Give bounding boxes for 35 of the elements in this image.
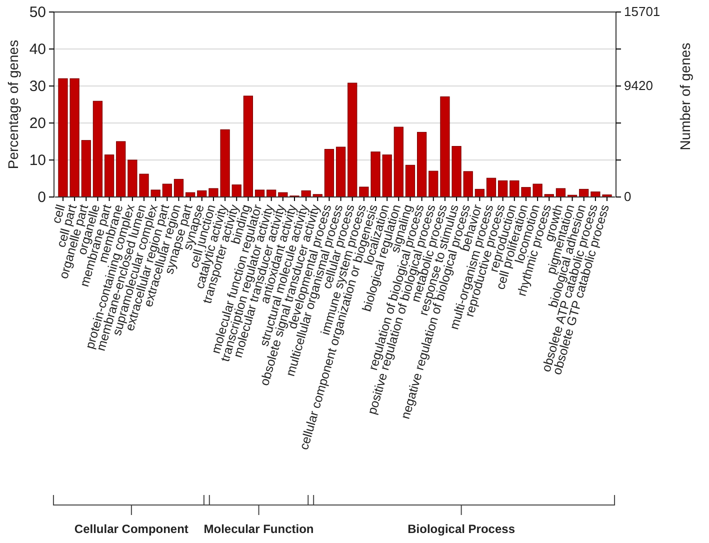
bar (463, 171, 473, 198)
bar (394, 126, 404, 198)
bar (81, 140, 91, 198)
bar (266, 190, 276, 198)
y2-tick-label: 9420 (624, 78, 653, 94)
bar (324, 148, 334, 198)
bar (243, 96, 253, 198)
text: Biological Process (408, 522, 516, 536)
y2-tick-label: 0 (624, 189, 632, 204)
y-tick-label: 0 (38, 188, 46, 206)
bar (405, 164, 416, 198)
bar (104, 154, 114, 198)
y-tick-label: 30 (29, 78, 46, 95)
bar (174, 178, 184, 198)
y2-axis-title: Number of genes (677, 42, 693, 150)
bar (254, 190, 265, 198)
bar (336, 146, 346, 198)
bar (486, 178, 496, 198)
bar (417, 132, 427, 198)
text: Molecular Function (204, 522, 314, 536)
bar (116, 141, 126, 198)
y2-tick-label: 15701 (624, 4, 660, 20)
y-tick-label: 20 (29, 114, 46, 132)
bar (428, 170, 438, 198)
bar (498, 180, 508, 198)
bar (232, 184, 242, 198)
bar (162, 184, 172, 198)
y-tick-label: 50 (29, 4, 46, 21)
text: Cellular Component (74, 522, 188, 536)
y-axis-title: Percentage of genes (5, 40, 21, 170)
y-tick-label: 40 (29, 40, 46, 58)
bar (556, 188, 566, 198)
bar (92, 100, 103, 198)
bar (348, 82, 358, 198)
y-tick-label: 10 (29, 152, 46, 169)
